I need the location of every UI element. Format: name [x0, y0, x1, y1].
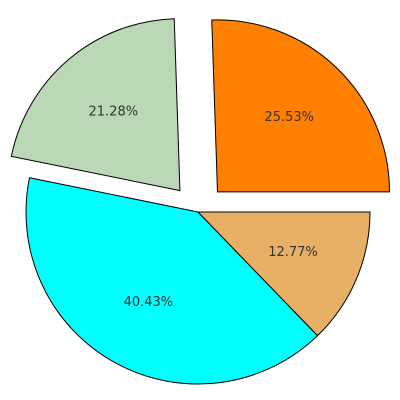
pie-slice-4 — [196, 211, 371, 337]
pie-slice-label-1: 25.53% — [264, 110, 314, 125]
pie-slices — [10, 18, 390, 385]
pie-slice-3 — [25, 177, 319, 385]
pie-slice-1 — [211, 19, 390, 193]
pie-labels: 25.53% 21.28% 40.43% 12.77% — [89, 104, 318, 310]
pie-slice-label-2: 21.28% — [89, 104, 139, 119]
pie-slice-label-4: 12.77% — [268, 245, 318, 260]
pie-slice-2 — [10, 18, 181, 192]
pie-slice-label-3: 40.43% — [124, 295, 174, 310]
